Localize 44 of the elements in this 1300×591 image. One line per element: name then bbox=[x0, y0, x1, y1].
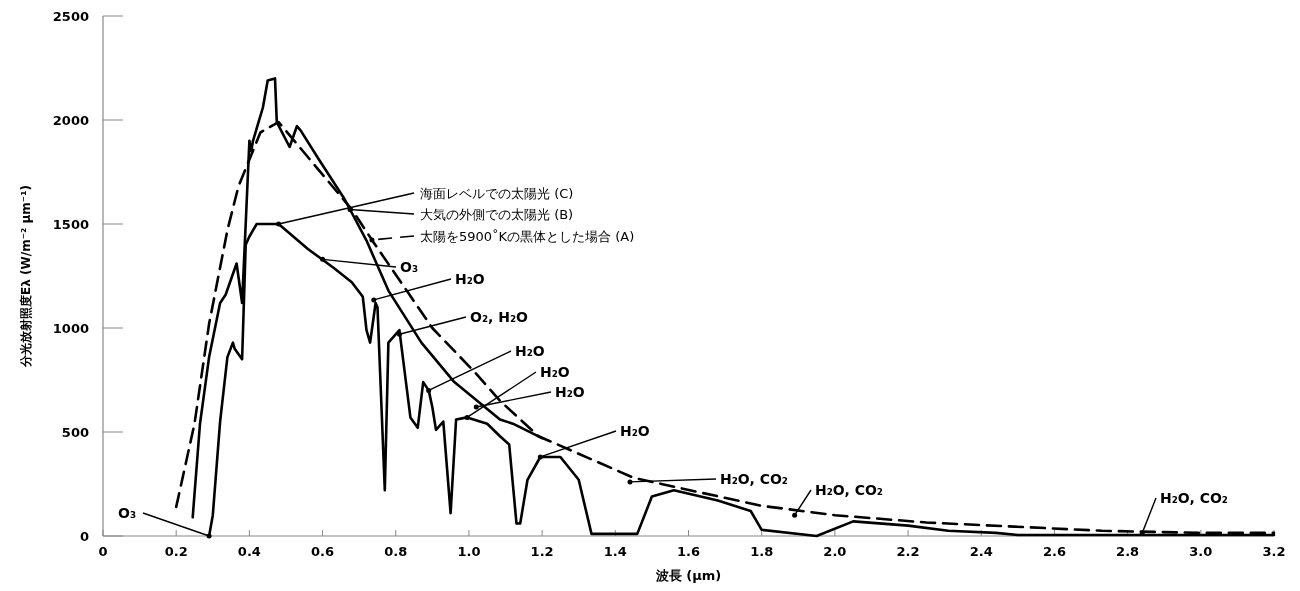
x-tick-label: 2.0 bbox=[823, 544, 847, 559]
x-tick-label: 0.4 bbox=[237, 544, 261, 559]
x-tick-label: 1.6 bbox=[676, 544, 701, 559]
annotation: H₂O bbox=[537, 423, 650, 460]
annotation: H₂O bbox=[473, 384, 585, 410]
annotation: O₂, H₂O bbox=[470, 309, 529, 325]
annotation: H₂O, CO₂ bbox=[720, 471, 788, 487]
annotation: H₂O, CO₂ bbox=[1160, 490, 1228, 506]
y-tick-label: 0 bbox=[79, 529, 89, 544]
y-tick-label: 1000 bbox=[52, 321, 89, 336]
x-tick-label: 2.6 bbox=[1042, 544, 1066, 559]
x-tick-label: 2.2 bbox=[896, 544, 920, 559]
x-tick-label: 1.8 bbox=[750, 544, 774, 559]
annotation: H₂O, CO₂ bbox=[815, 482, 883, 498]
x-tick-label: 1.0 bbox=[457, 544, 481, 559]
annotation: H₂O bbox=[455, 271, 485, 287]
x-tick-label: 1.4 bbox=[603, 544, 627, 559]
annotation: H₂O, CO₂ bbox=[792, 482, 883, 518]
text: 海面レベルでの太陽光 (C) bbox=[420, 186, 574, 201]
annotation: H₂O bbox=[515, 343, 545, 359]
x-tick-label: 3.2 bbox=[1262, 544, 1286, 559]
legend-label: 大気の外側での太陽光 (B) bbox=[420, 207, 574, 222]
annotation: H₂O, CO₂ bbox=[627, 471, 788, 487]
annotation: H₂O, CO₂ bbox=[1139, 490, 1228, 536]
x-tick-label: 1.2 bbox=[530, 544, 554, 559]
y-tick-label: 1500 bbox=[52, 217, 89, 232]
y-tick-label: 500 bbox=[61, 425, 89, 440]
annotation: H₂O bbox=[555, 384, 585, 400]
annotation: O₂, H₂O bbox=[396, 309, 528, 337]
x-tick-label: 2.4 bbox=[969, 544, 993, 559]
x-tick-label: 0.8 bbox=[384, 544, 408, 559]
x-tick-label: 3.0 bbox=[1189, 544, 1213, 559]
legend-label: 太陽を5900˚Kの黒体とした場合 (A) bbox=[420, 229, 635, 244]
x-axis-title: 波長 (µm) bbox=[654, 568, 722, 583]
x-tick-label: 2.8 bbox=[1116, 544, 1140, 559]
annotation: O₃ bbox=[118, 505, 212, 539]
annotation: H₂O bbox=[620, 423, 650, 439]
y-axis-title: 分光放射照度Eλ (W/m⁻² µm⁻¹) bbox=[19, 185, 33, 368]
x-tick-label: 0 bbox=[98, 544, 108, 559]
x-tick-label: 0.6 bbox=[311, 544, 335, 559]
y-tick-label: 2000 bbox=[52, 113, 89, 128]
y-tick-label: 2500 bbox=[52, 9, 89, 24]
annotation: O₃ bbox=[118, 505, 137, 521]
x-tick-label: 0.2 bbox=[164, 544, 188, 559]
